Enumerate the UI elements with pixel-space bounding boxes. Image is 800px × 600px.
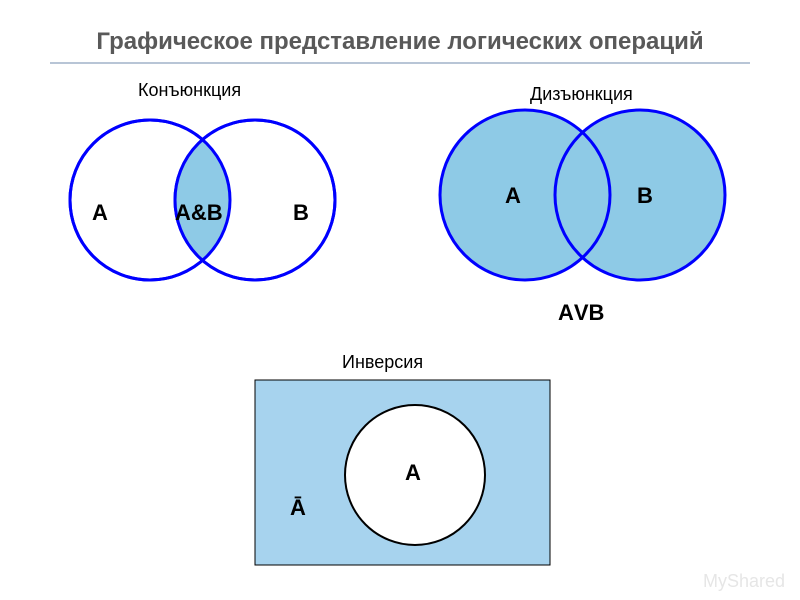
inversion-diagram bbox=[0, 0, 800, 600]
watermark: MyShared bbox=[703, 571, 785, 592]
inversion-label-not-a: Ā bbox=[290, 495, 306, 521]
inversion-label-a: А bbox=[405, 460, 421, 486]
